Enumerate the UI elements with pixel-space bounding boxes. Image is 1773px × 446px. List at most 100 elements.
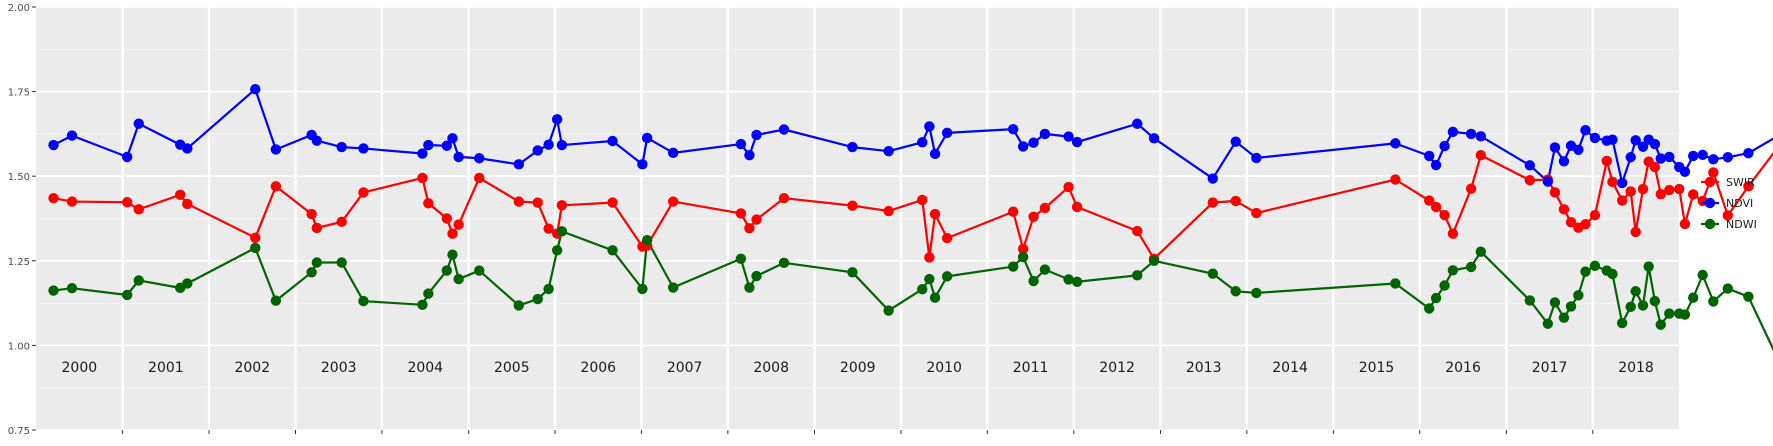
year-label: 2000 (62, 360, 98, 376)
data-point-ndwi (847, 267, 858, 278)
data-point-swir (1475, 150, 1487, 161)
data-point-swir (1580, 219, 1591, 230)
data-point-ndvi (1132, 118, 1143, 129)
data-point-ndvi (441, 140, 453, 151)
data-point-swir (1207, 197, 1218, 208)
data-point-ndwi (1649, 295, 1661, 307)
data-point-swir (1558, 204, 1570, 215)
data-point-ndvi (751, 129, 762, 141)
data-point-ndvi (1697, 149, 1708, 161)
data-point-ndwi (250, 242, 261, 254)
data-point-ndwi (1743, 291, 1754, 302)
data-point-ndwi (917, 284, 928, 295)
data-point-swir (751, 214, 762, 225)
data-point-ndvi (1664, 151, 1675, 163)
year-label: 2014 (1272, 360, 1308, 376)
data-point-swir (1447, 228, 1459, 239)
data-point-ndwi (607, 245, 618, 256)
y-tick-label: 1.25 (8, 257, 30, 268)
data-point-swir (1708, 167, 1719, 178)
data-point-ndwi (1664, 308, 1675, 319)
data-point-swir (1601, 155, 1612, 167)
year-label: 2007 (667, 360, 703, 376)
year-label: 2010 (926, 360, 962, 376)
year-label: 2002 (234, 360, 270, 376)
data-point-ndwi (1465, 261, 1477, 273)
data-point-ndwi (1542, 318, 1554, 329)
data-point-swir (311, 222, 323, 234)
data-point-ndwi (941, 271, 953, 282)
data-point-ndwi (1630, 286, 1641, 297)
data-point-swir (1664, 184, 1675, 196)
data-point-swir (1465, 183, 1477, 194)
data-point-ndvi (1007, 123, 1019, 135)
data-point-ndwi (551, 245, 563, 256)
data-point-swir (423, 198, 434, 209)
data-point-ndwi (1475, 246, 1487, 257)
data-point-ndwi (1655, 319, 1666, 330)
data-point-ndvi (1207, 173, 1218, 184)
data-point-swir (175, 189, 186, 201)
data-point-ndvi (1542, 176, 1554, 187)
data-point-swir (1251, 207, 1262, 219)
data-point-swir (66, 196, 78, 207)
data-point-ndvi (1679, 166, 1691, 177)
axes: 0.75 1.00 1.25 1.50 1.75 2.00 (8, 3, 1594, 437)
data-point-ndwi (1063, 274, 1074, 285)
data-point-swir (1063, 181, 1074, 193)
y-tick-label: 1.50 (8, 172, 30, 183)
data-point-ndwi (778, 257, 790, 269)
year-label: 2001 (148, 360, 184, 376)
y-tick-label: 1.75 (8, 88, 30, 99)
data-point-ndwi (441, 265, 453, 276)
data-point-ndwi (1424, 303, 1435, 314)
data-point-ndwi (1251, 287, 1262, 299)
data-point-swir (306, 208, 317, 220)
data-point-ndwi (1616, 317, 1628, 329)
data-point-ndvi (447, 133, 458, 144)
data-point-swir (1390, 174, 1401, 185)
data-point-ndvi (1390, 138, 1401, 149)
data-point-ndvi (1655, 153, 1666, 164)
data-point-ndvi (1722, 152, 1733, 163)
data-point-ndvi (1607, 134, 1618, 145)
data-point-swir (48, 193, 59, 204)
data-point-ndvi (607, 135, 618, 147)
y-tick-label: 2.00 (8, 3, 30, 14)
data-point-swir (250, 232, 261, 243)
data-point-ndvi (667, 147, 679, 159)
data-point-ndwi (474, 265, 485, 276)
data-point-swir (1688, 189, 1699, 200)
data-point-swir (474, 172, 485, 184)
data-point-swir (182, 198, 193, 210)
data-point-swir (607, 197, 618, 208)
data-point-ndwi (556, 226, 568, 237)
data-point-ndwi (1028, 275, 1039, 287)
year-label: 2006 (580, 360, 616, 376)
data-point-ndwi (1039, 264, 1051, 275)
data-point-ndvi (543, 139, 554, 150)
year-label: 2017 (1532, 360, 1568, 376)
data-point-swir (1637, 183, 1649, 195)
data-point-ndwi (1637, 300, 1649, 311)
data-point-swir (883, 205, 894, 217)
data-point-ndvi (1230, 136, 1241, 147)
series-points (48, 84, 1754, 330)
data-point-ndvi (311, 135, 323, 146)
year-label: 2012 (1099, 360, 1135, 376)
data-point-ndwi (1558, 312, 1570, 323)
data-point-ndvi (1424, 150, 1435, 162)
data-point-ndwi (735, 253, 747, 264)
data-point-ndwi (1230, 286, 1241, 297)
data-point-ndwi (744, 282, 755, 293)
data-point-swir (417, 172, 428, 184)
data-point-swir (532, 197, 543, 208)
data-point-swir (1039, 202, 1051, 214)
data-point-ndwi (637, 283, 648, 295)
data-point-swir (1565, 217, 1577, 228)
data-point-ndvi (924, 121, 935, 132)
data-point-ndvi (1589, 132, 1601, 144)
data-point-ndvi (66, 130, 78, 141)
data-point-ndwi (641, 234, 653, 246)
year-label: 2004 (407, 360, 443, 376)
